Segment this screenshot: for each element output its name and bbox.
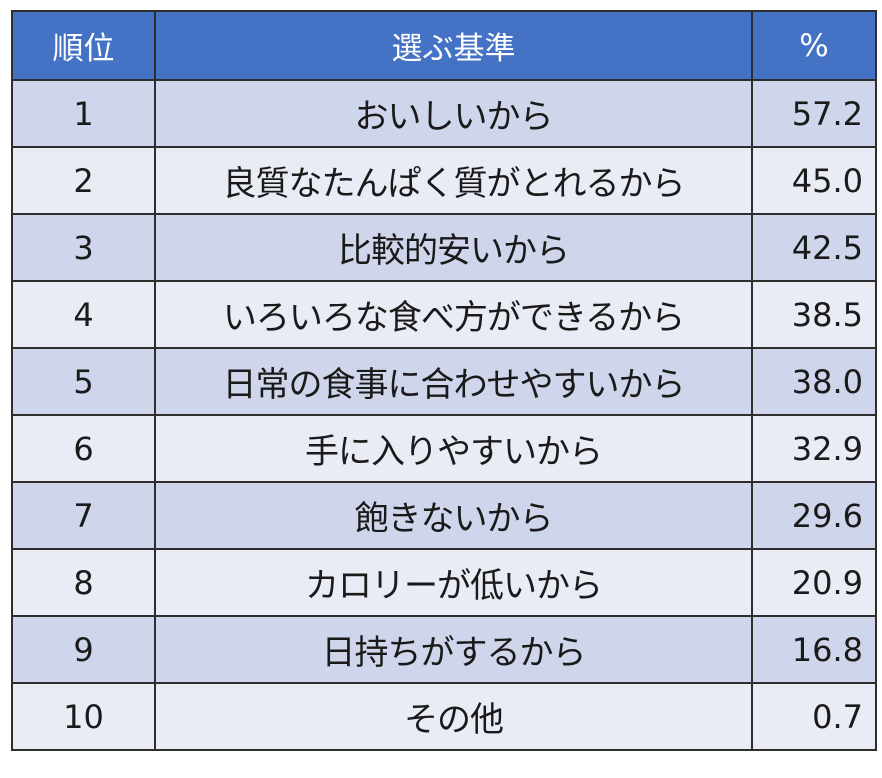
criteria-cell: いろいろな食べ方ができるから [154,280,753,349]
rank-cell: 4 [11,280,156,349]
percent-cell: 42.5 [751,213,877,282]
percent-cell: 29.6 [751,481,877,550]
rank-cell: 7 [11,481,156,550]
percent-cell: 38.0 [751,347,877,416]
rank-cell: 8 [11,548,156,617]
criteria-cell: カロリーが低いから [154,548,753,617]
table-row: 2 良質なたんぱく質がとれるから 45.0 [11,146,877,215]
header-rank: 順位 [11,10,156,81]
header-percent: % [751,10,877,81]
header-criteria: 選ぶ基準 [154,10,753,81]
percent-cell: 45.0 [751,146,877,215]
table-row: 7 飽きないから 29.6 [11,481,877,550]
rank-cell: 2 [11,146,156,215]
ranking-table: 順位 選ぶ基準 % 1 おいしいから 57.2 2 良質なたんぱく質がとれるから 45.0… [11,10,877,751]
criteria-cell: 良質なたんぱく質がとれるから [154,146,753,215]
table-row: 9 日持ちがするから 16.8 [11,615,877,684]
table-row: 5 日常の食事に合わせやすいから 38.0 [11,347,877,416]
percent-cell: 0.7 [751,682,877,751]
rank-cell: 1 [11,79,156,148]
rank-cell: 9 [11,615,156,684]
percent-cell: 32.9 [751,414,877,483]
percent-cell: 16.8 [751,615,877,684]
criteria-cell: 手に入りやすいから [154,414,753,483]
table-row: 8 カロリーが低いから 20.9 [11,548,877,617]
rank-cell: 3 [11,213,156,282]
table-body: 1 おいしいから 57.2 2 良質なたんぱく質がとれるから 45.0 3 比較的安いから 42… [11,79,877,751]
criteria-cell: 日持ちがするから [154,615,753,684]
percent-cell: 57.2 [751,79,877,148]
criteria-cell: 日常の食事に合わせやすいから [154,347,753,416]
table-row: 1 おいしいから 57.2 [11,79,877,148]
table-row: 10 その他 0.7 [11,682,877,751]
criteria-cell: 比較的安いから [154,213,753,282]
table-row: 3 比較的安いから 42.5 [11,213,877,282]
header-row: 順位 選ぶ基準 % [11,10,877,81]
criteria-cell: その他 [154,682,753,751]
rank-cell: 10 [11,682,156,751]
percent-cell: 38.5 [751,280,877,349]
percent-cell: 20.9 [751,548,877,617]
table-row: 4 いろいろな食べ方ができるから 38.5 [11,280,877,349]
table-row: 6 手に入りやすいから 32.9 [11,414,877,483]
criteria-cell: 飽きないから [154,481,753,550]
rank-cell: 5 [11,347,156,416]
rank-cell: 6 [11,414,156,483]
criteria-cell: おいしいから [154,79,753,148]
